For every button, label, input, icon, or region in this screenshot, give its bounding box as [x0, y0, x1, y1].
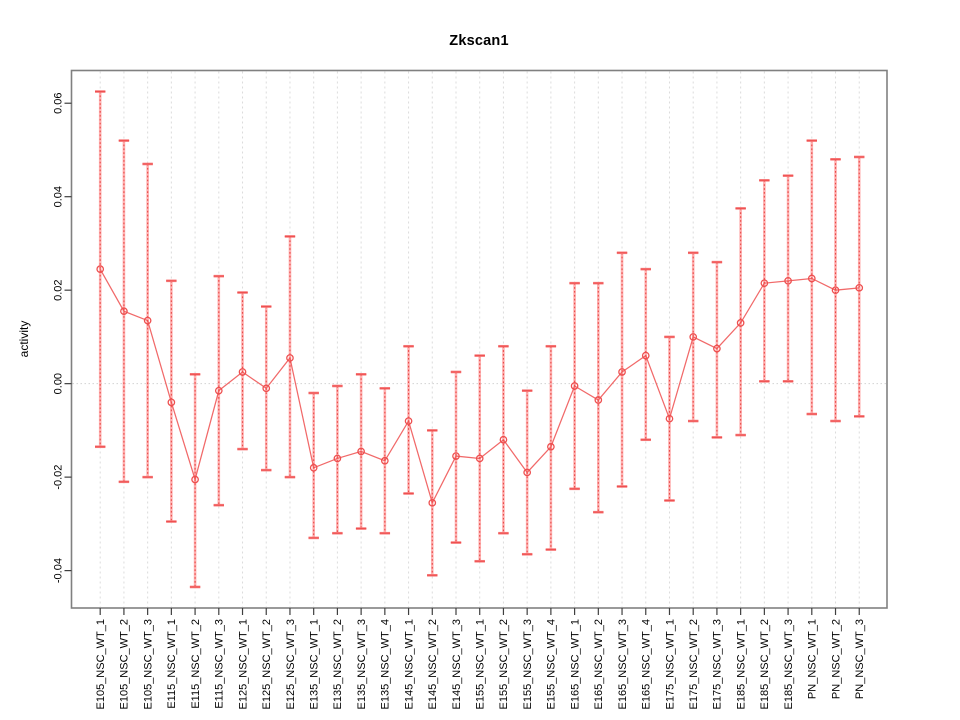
data-point-circle: [784, 276, 792, 285]
data-point-circle: [760, 279, 769, 288]
x-tick-label: E125_NSC_WT_2: [261, 619, 273, 710]
x-tick-label: E105_NSC_WT_2: [119, 619, 131, 710]
x-tick-label: E135_NSC_WT_1: [308, 619, 320, 710]
data-point-circle: [191, 475, 199, 484]
x-tick-label: E165_NSC_WT_3: [617, 619, 629, 710]
y-tick-label: 0.00: [53, 373, 65, 394]
x-tick-label: E145_NSC_WT_2: [427, 619, 439, 710]
data-point-circle: [689, 333, 698, 341]
data-point-circle: [665, 414, 674, 423]
x-tick-label: E135_NSC_WT_2: [332, 619, 344, 710]
x-tick-label: E135_NSC_WT_3: [356, 619, 368, 710]
x-tick-label: E155_NSC_WT_3: [522, 619, 534, 710]
x-tick-label: E185_NSC_WT_1: [735, 619, 747, 710]
x-tick-label: E165_NSC_WT_1: [569, 619, 581, 710]
data-point-circle: [547, 442, 555, 451]
y-tick-label: 0.04: [53, 186, 65, 207]
data-point-circle: [286, 354, 294, 362]
x-tick-label: E115_NSC_WT_3: [214, 619, 226, 709]
data-point-circle: [333, 454, 342, 463]
data-point-circle: [262, 384, 271, 393]
y-tick-label: 0.02: [53, 279, 65, 300]
data-point-circle: [594, 396, 603, 404]
data-point-circle: [499, 435, 508, 444]
x-tick-label: E115_NSC_WT_2: [190, 619, 202, 709]
data-point-circle: [641, 351, 650, 360]
x-tick-label: E125_NSC_WT_1: [237, 619, 249, 710]
data-point-circle: [120, 307, 128, 316]
y-tick-label: -0.04: [53, 558, 65, 583]
x-tick-label: E115_NSC_WT_1: [166, 619, 178, 709]
data-point-circle: [380, 456, 389, 465]
data-point-circle: [214, 386, 223, 395]
x-tick-label: E175_NSC_WT_3: [712, 619, 724, 710]
data-point-circle: [855, 283, 864, 292]
x-tick-label: E155_NSC_WT_2: [498, 619, 510, 710]
data-point-circle: [167, 398, 176, 407]
data-point-circle: [143, 316, 152, 325]
x-tick-label: PN_NSC_WT_1: [807, 619, 819, 699]
x-tick-label: E185_NSC_WT_3: [783, 619, 795, 710]
x-tick-label: E185_NSC_WT_2: [759, 619, 771, 710]
data-point-circle: [618, 368, 626, 376]
data-point-circle: [523, 468, 532, 477]
data-point-circle: [831, 286, 840, 295]
x-tick-label: E155_NSC_WT_1: [475, 619, 487, 710]
x-tick-label: E155_NSC_WT_4: [546, 619, 558, 710]
x-tick-label: E145_NSC_WT_1: [403, 619, 415, 710]
x-tick-label: E165_NSC_WT_2: [593, 619, 605, 710]
data-point-circle: [570, 382, 579, 390]
data-point-circle: [452, 452, 460, 460]
x-tick-label: PN_NSC_WT_3: [854, 619, 866, 699]
data-point-circle: [475, 454, 484, 463]
x-tick-label: E145_NSC_WT_3: [451, 619, 463, 710]
data-point-circle: [428, 498, 437, 507]
data-point-circle: [357, 447, 365, 456]
x-tick-label: PN_NSC_WT_2: [830, 619, 842, 699]
x-tick-label: E105_NSC_WT_3: [142, 619, 154, 710]
x-tick-label: E135_NSC_WT_4: [380, 619, 392, 710]
x-tick-label: E105_NSC_WT_1: [95, 619, 107, 710]
data-point-circle: [96, 265, 105, 273]
x-tick-label: E165_NSC_WT_4: [641, 619, 653, 710]
series-line: [99, 268, 860, 505]
x-tick-label: E175_NSC_WT_1: [664, 619, 676, 710]
data-point-circle: [713, 344, 721, 353]
data-point-circle: [238, 368, 247, 376]
data-point-circle: [309, 463, 318, 472]
y-tick-label: 0.06: [53, 93, 65, 114]
x-tick-label: E125_NSC_WT_3: [285, 619, 297, 710]
chart-title: Zkscan1: [449, 33, 509, 49]
data-point-circle: [736, 319, 745, 327]
y-tick-label: -0.02: [53, 465, 65, 490]
data-point-circle: [404, 417, 413, 425]
x-tick-label: E175_NSC_WT_2: [688, 619, 700, 710]
data-point-circle: [807, 274, 816, 283]
